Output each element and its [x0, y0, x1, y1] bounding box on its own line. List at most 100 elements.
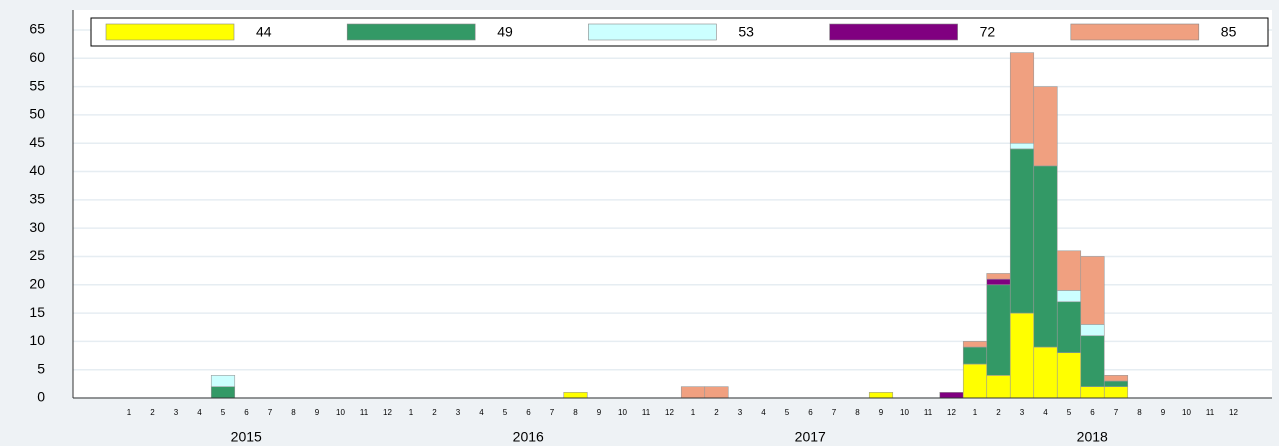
x-tick-label: 5 — [503, 408, 508, 417]
bar-segment — [1009, 312, 1035, 399]
x-tick-label: 3 — [174, 408, 179, 417]
x-tick-label: 1 — [409, 408, 414, 417]
bar-segment — [986, 284, 1011, 376]
x-tick-label: 4 — [197, 408, 202, 417]
x-tick-label: 9 — [315, 408, 320, 417]
legend-swatch — [829, 23, 958, 41]
bar-segment — [1033, 165, 1058, 348]
bar-segment — [1056, 301, 1082, 354]
bar-segment — [1080, 324, 1105, 337]
y-tick-label: 25 — [29, 247, 45, 263]
x-tick-label: 10 — [1182, 408, 1191, 417]
legend-label: 85 — [1221, 24, 1237, 40]
x-tick-label: 1 — [127, 408, 132, 417]
bar-segment — [210, 386, 236, 399]
bar-segment — [1080, 386, 1105, 399]
y-tick-label: 15 — [29, 304, 45, 320]
x-tick-label: 12 — [947, 408, 956, 417]
x-tick-label: 7 — [268, 408, 273, 417]
x-tick-label: 6 — [526, 408, 531, 417]
bar-segment — [986, 273, 1011, 280]
y-tick-label: 35 — [29, 191, 45, 207]
x-tick-label: 4 — [479, 408, 484, 417]
legend-swatch — [105, 23, 235, 41]
x-tick-label: 4 — [761, 408, 766, 417]
bar-segment — [868, 392, 894, 399]
bar-segment — [962, 363, 988, 399]
x-tick-label: 8 — [855, 408, 860, 417]
y-tick-label: 40 — [29, 162, 45, 178]
x-tick-label: 9 — [1161, 408, 1166, 417]
bar-segment — [1033, 346, 1058, 399]
x-group-label: 2016 — [513, 429, 544, 445]
bar-segment — [986, 278, 1011, 286]
bar-segment — [962, 341, 988, 348]
y-tick-label: 10 — [29, 332, 45, 348]
legend-label: 53 — [738, 24, 754, 40]
y-tick-label: 45 — [29, 134, 45, 150]
x-group-label: 2015 — [231, 429, 262, 445]
legend-swatch — [346, 23, 476, 41]
x-tick-label: 12 — [383, 408, 392, 417]
x-tick-label: 9 — [597, 408, 602, 417]
x-tick-label: 8 — [573, 408, 578, 417]
x-tick-label: 2 — [996, 408, 1001, 417]
bar-segment — [986, 375, 1011, 399]
legend-label: 49 — [497, 24, 513, 40]
x-tick-label: 4 — [1043, 408, 1048, 417]
x-tick-label: 2 — [150, 408, 155, 417]
x-tick-label: 7 — [1114, 408, 1119, 417]
x-tick-label: 11 — [360, 408, 369, 417]
bar-segment — [680, 386, 706, 399]
bar-segment — [1056, 250, 1082, 291]
bar-segment — [1080, 256, 1105, 325]
y-tick-label: 65 — [29, 21, 45, 37]
x-tick-label: 6 — [244, 408, 249, 417]
y-tick-label: 20 — [29, 275, 45, 291]
x-tick-label: 2 — [714, 408, 719, 417]
x-tick-label: 3 — [1020, 408, 1025, 417]
x-tick-label: 2 — [432, 408, 437, 417]
y-tick-label: 55 — [29, 77, 45, 93]
x-tick-label: 11 — [642, 408, 651, 417]
bar-segment — [1103, 386, 1129, 399]
bar-segment — [1009, 52, 1035, 144]
x-tick-label: 5 — [1067, 408, 1072, 417]
x-group-label: 2017 — [795, 429, 826, 445]
x-tick-label: 10 — [618, 408, 627, 417]
x-tick-label: 6 — [1090, 408, 1095, 417]
bar-segment — [962, 346, 988, 365]
bar-segment — [210, 375, 236, 387]
x-tick-label: 1 — [973, 408, 978, 417]
x-tick-label: 3 — [738, 408, 743, 417]
legend-label: 72 — [980, 24, 996, 40]
legend-swatch — [588, 23, 717, 41]
x-tick-label: 8 — [1137, 408, 1142, 417]
x-tick-label: 8 — [291, 408, 296, 417]
y-tick-label: 60 — [29, 49, 45, 65]
bar-segment — [563, 392, 588, 399]
bar-segment — [939, 392, 964, 399]
bar-segment — [704, 386, 729, 399]
bar-segment — [1056, 352, 1082, 399]
x-tick-label: 5 — [785, 408, 790, 417]
bar-segment — [1009, 142, 1035, 150]
x-tick-label: 7 — [550, 408, 555, 417]
y-tick-label: 5 — [37, 360, 45, 376]
x-tick-label: 10 — [336, 408, 345, 417]
x-tick-label: 12 — [1229, 408, 1238, 417]
x-tick-label: 11 — [1206, 408, 1215, 417]
x-tick-label: 7 — [832, 408, 837, 417]
y-tick-label: 30 — [29, 219, 45, 235]
bar-segment — [1103, 380, 1129, 387]
bar-segment — [1056, 290, 1082, 303]
bar-segment — [1080, 335, 1105, 387]
bar-segment — [1033, 86, 1058, 167]
x-tick-label: 6 — [808, 408, 813, 417]
x-tick-label: 1 — [691, 408, 696, 417]
y-tick-label: 50 — [29, 106, 45, 122]
x-tick-label: 11 — [924, 408, 933, 417]
x-tick-label: 3 — [456, 408, 461, 417]
legend-label: 44 — [256, 24, 272, 40]
